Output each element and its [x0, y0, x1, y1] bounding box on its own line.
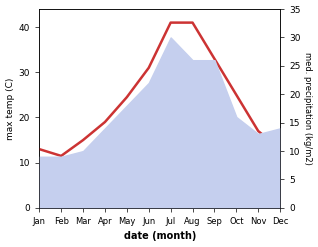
- Y-axis label: max temp (C): max temp (C): [5, 77, 15, 140]
- X-axis label: date (month): date (month): [123, 231, 196, 242]
- Y-axis label: med. precipitation (kg/m2): med. precipitation (kg/m2): [303, 52, 313, 165]
